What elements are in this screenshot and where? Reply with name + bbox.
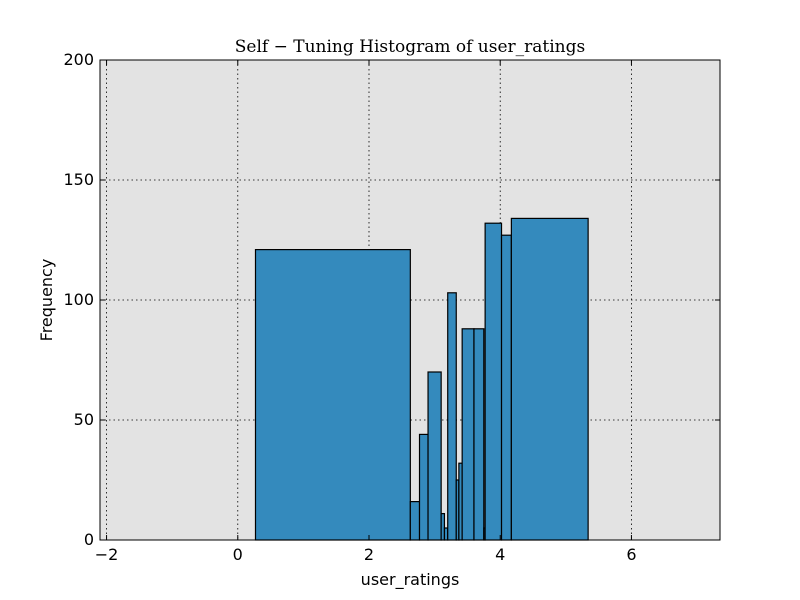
y-tick-label: 150 — [63, 170, 94, 189]
histogram-bar — [473, 328, 485, 541]
bar-layer — [254, 217, 589, 541]
histogram-bar — [447, 292, 457, 541]
histogram-bar — [500, 234, 512, 541]
histogram-bar — [484, 222, 503, 541]
x-axis-label: user_ratings — [361, 570, 460, 590]
y-tick-label: 0 — [84, 530, 94, 549]
y-tick-label: 100 — [63, 290, 94, 309]
histogram-bar — [427, 371, 442, 541]
histogram-bar — [254, 249, 411, 541]
x-tick-label: 0 — [233, 545, 243, 564]
chart-title: Self − Tuning Histogram of user_ratings — [235, 37, 586, 57]
x-tick-label: 6 — [626, 545, 636, 564]
histogram-bar — [510, 217, 589, 541]
y-tick-label: 200 — [63, 50, 94, 69]
histogram-bar — [418, 433, 429, 541]
histogram-bar — [461, 328, 475, 541]
x-tick-label: 2 — [364, 545, 374, 564]
histogram-bar — [409, 501, 421, 541]
x-tick-label: 4 — [495, 545, 505, 564]
x-tick-label: −2 — [95, 545, 119, 564]
y-tick-label: 50 — [74, 410, 94, 429]
y-axis-label: Frequency — [37, 259, 56, 342]
